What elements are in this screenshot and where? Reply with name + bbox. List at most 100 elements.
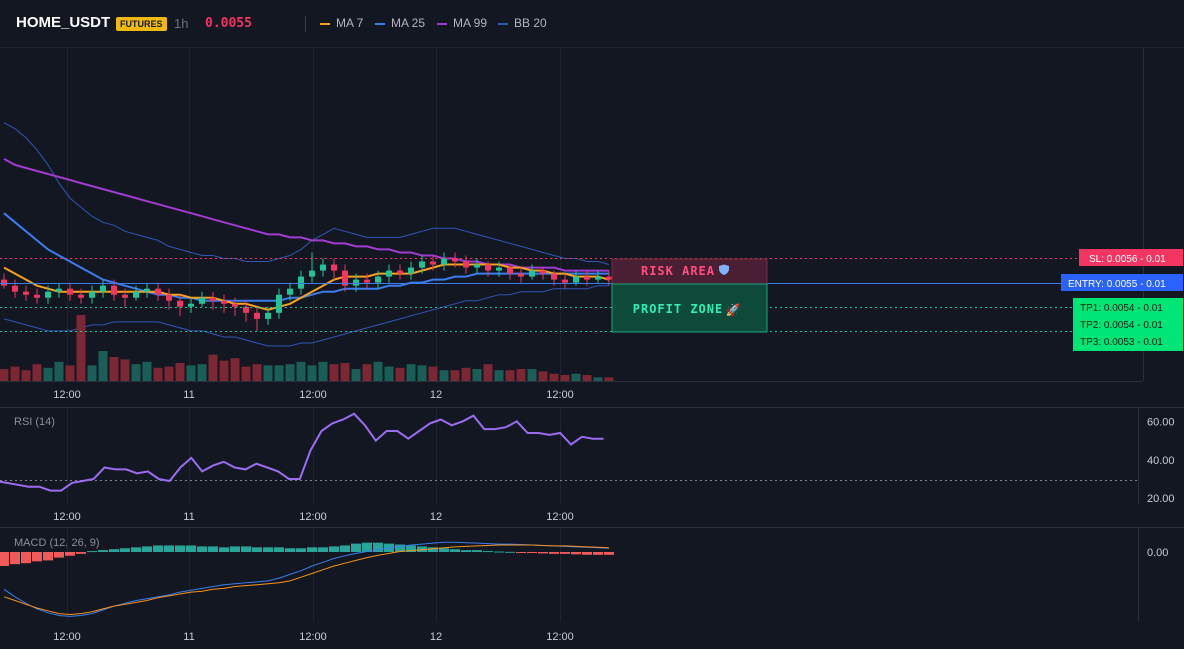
profit-zone-label: PROFIT ZONE	[633, 302, 723, 316]
candle-body	[254, 312, 260, 319]
candle-body	[430, 261, 436, 265]
shield-icon	[719, 264, 729, 275]
volume-bar	[549, 373, 559, 381]
ma25-swatch-icon	[375, 22, 385, 25]
candle-body	[210, 297, 216, 301]
candle-body	[386, 270, 392, 277]
volume-bar	[0, 369, 9, 381]
candle-body	[353, 279, 359, 286]
legend-ma7[interactable]: MA 7	[320, 16, 363, 30]
time-tick-label: 12:00	[299, 511, 327, 523]
candle-body	[265, 312, 271, 319]
macd-histogram-bar	[340, 545, 350, 552]
volume-bar	[87, 365, 97, 381]
candle-body	[441, 258, 447, 265]
macd-histogram-bar	[131, 547, 141, 552]
legend-ma7-label: MA 7	[336, 16, 364, 30]
legend-ma25[interactable]: MA 25	[375, 16, 425, 30]
candle-body	[188, 303, 194, 307]
macd-histogram-bar	[439, 548, 449, 552]
volume-bar	[340, 363, 350, 381]
macd-histogram-bar	[76, 552, 86, 554]
volume-bar	[439, 370, 449, 381]
time-tick-label: 12	[430, 631, 442, 643]
macd-histogram	[0, 542, 614, 566]
volume-bar	[142, 361, 152, 381]
volume-bar	[516, 369, 526, 381]
rsi-line	[0, 412, 604, 492]
time-tick-label: 12:00	[546, 389, 574, 401]
macd-histogram-bar	[0, 552, 9, 566]
candle-body	[287, 288, 293, 295]
volume-bar	[384, 366, 394, 381]
candle-body	[122, 294, 128, 298]
macd-histogram-bar	[450, 549, 460, 552]
candle-body	[463, 261, 469, 268]
rsi-axis: 60.00 40.00 20.00	[1147, 416, 1175, 505]
candle-body	[507, 267, 513, 274]
candle-body	[78, 294, 84, 298]
candle-body	[298, 276, 304, 289]
candle-body	[1, 279, 7, 286]
macd-histogram-bar	[307, 547, 317, 552]
macd-histogram-bar	[164, 545, 174, 552]
candle-body	[496, 267, 502, 271]
legend-ma99[interactable]: MA 99	[437, 16, 487, 30]
bb20-swatch-icon	[498, 22, 508, 25]
candle-body	[166, 294, 172, 301]
candle-body	[89, 291, 95, 298]
futures-badge: FUTURES	[116, 17, 167, 31]
candle-body	[529, 270, 535, 277]
legend-bb20[interactable]: BB 20	[498, 16, 547, 30]
volume-bar	[65, 365, 75, 381]
volume-bar	[318, 361, 328, 381]
macd-histogram-bar	[285, 548, 295, 552]
macd-histogram-bar	[252, 547, 262, 552]
sl-tag[interactable]	[1079, 249, 1183, 266]
grid-lines	[67, 48, 561, 381]
candle-body	[155, 288, 161, 295]
candle-body	[452, 258, 458, 262]
candle-body	[474, 264, 480, 268]
volume-bar	[428, 366, 438, 381]
volume-bar	[351, 369, 361, 381]
symbol-name[interactable]: HOME_USDT	[16, 14, 111, 31]
candle-body	[342, 270, 348, 286]
candle-body	[133, 291, 139, 298]
time-axis: 12:00 11 12:00 12 12:00 12:00 11 12:00 12 12:00 12…	[53, 389, 574, 643]
candle-body	[408, 267, 414, 274]
macd-histogram-bar	[43, 552, 53, 561]
rsi-tick-label: 20.00	[1147, 493, 1175, 505]
volume-bar	[274, 365, 284, 381]
macd-histogram-bar	[362, 542, 372, 552]
volume-bar	[461, 367, 471, 381]
macd-histogram-bar	[21, 552, 31, 564]
macd-histogram-bar	[549, 552, 559, 554]
time-tick-label: 12:00	[53, 389, 81, 401]
candle-body	[540, 270, 546, 274]
volume-bar	[164, 366, 174, 381]
ma99-swatch-icon	[437, 22, 447, 25]
interval-selector[interactable]: 1h	[174, 16, 189, 31]
volume-bar	[307, 365, 317, 381]
macd-histogram-bar	[494, 551, 504, 553]
candle-body	[584, 276, 590, 280]
macd-histogram-bar	[329, 546, 339, 552]
risk-zone[interactable]	[611, 258, 768, 285]
candle-body	[573, 276, 579, 283]
tp-tag[interactable]	[1073, 298, 1183, 351]
time-tick-label: 12:00	[546, 511, 574, 523]
time-tick-label: 11	[183, 389, 194, 401]
macd-histogram-bar	[208, 546, 218, 552]
entry-tag[interactable]	[1061, 274, 1183, 291]
candle-body	[199, 297, 205, 304]
volume-bar	[54, 361, 64, 381]
ma25-line	[3, 212, 609, 302]
macd-histogram-bar	[120, 548, 130, 552]
profit-zone[interactable]	[611, 283, 768, 333]
volume-bar	[538, 371, 548, 381]
volume-bar	[98, 351, 108, 381]
macd-histogram-bar	[10, 552, 20, 565]
candle-body	[397, 270, 403, 274]
